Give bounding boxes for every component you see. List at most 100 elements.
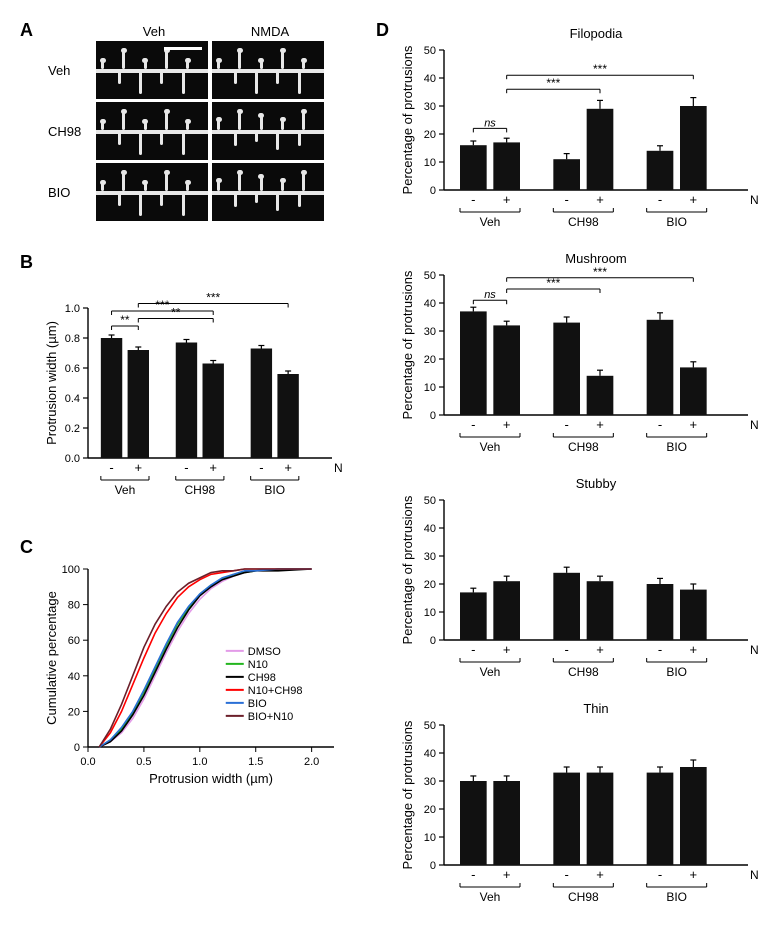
svg-text:+: + (503, 417, 511, 432)
svg-text:-: - (471, 192, 475, 207)
svg-text:-: - (471, 642, 475, 657)
svg-text:Percentage of protrusions: Percentage of protrusions (400, 270, 415, 419)
svg-text:+: + (596, 642, 604, 657)
svg-text:2.0: 2.0 (304, 756, 319, 768)
svg-text:10: 10 (424, 382, 436, 394)
svg-text:10: 10 (424, 832, 436, 844)
svg-text:***: *** (593, 265, 607, 279)
svg-text:+: + (503, 867, 511, 882)
svg-text:Percentage of protrusions: Percentage of protrusions (400, 45, 415, 194)
svg-text:50: 50 (424, 720, 436, 732)
svg-text:0.0: 0.0 (80, 756, 95, 768)
svg-text:+: + (690, 867, 698, 882)
svg-text:-: - (471, 417, 475, 432)
svg-text:CH98: CH98 (568, 440, 599, 454)
svg-text:***: *** (206, 291, 220, 305)
svg-text:+: + (690, 642, 698, 657)
svg-text:NMDA: NMDA (750, 193, 758, 207)
micro-rowlabel-1: CH98 (48, 124, 96, 139)
svg-text:40: 40 (68, 671, 80, 683)
svg-text:-: - (564, 642, 568, 657)
svg-text:-: - (184, 460, 188, 475)
svg-text:DMSO: DMSO (248, 646, 281, 658)
panelD-chart-2: 01020304050-+-+-+VehCH98BIONMDAPercentag… (398, 474, 768, 691)
svg-text:BIO: BIO (666, 215, 687, 229)
svg-text:+: + (135, 460, 143, 475)
svg-text:ns: ns (484, 117, 496, 129)
svg-text:N10+CH98: N10+CH98 (248, 685, 303, 697)
micro-cell-0-0 (96, 41, 208, 99)
micro-row-0: Veh (48, 41, 328, 99)
svg-text:0: 0 (430, 860, 436, 872)
panel-b-label: B (20, 252, 33, 273)
svg-text:NMDA: NMDA (334, 461, 342, 475)
micro-cell-0-1 (212, 41, 324, 99)
svg-text:+: + (503, 192, 511, 207)
svg-text:100: 100 (62, 564, 80, 576)
svg-text:+: + (209, 460, 217, 475)
svg-text:BIO: BIO (666, 440, 687, 454)
svg-text:BIO: BIO (666, 665, 687, 679)
svg-text:-: - (658, 192, 662, 207)
svg-text:Thin: Thin (583, 701, 608, 716)
barchart-svg: 01020304050-+-+-+VehCH98BIONMDAns******P… (398, 249, 758, 461)
svg-text:0: 0 (430, 635, 436, 647)
svg-text:Percentage of protrusions: Percentage of protrusions (400, 720, 415, 869)
svg-text:20: 20 (68, 706, 80, 718)
svg-text:Veh: Veh (480, 890, 501, 904)
svg-text:Veh: Veh (480, 665, 501, 679)
svg-text:1.0: 1.0 (65, 303, 80, 315)
svg-text:**: ** (171, 306, 181, 320)
svg-text:40: 40 (424, 298, 436, 310)
svg-text:Protrusion width (µm): Protrusion width (µm) (149, 771, 273, 786)
svg-text:-: - (658, 867, 662, 882)
svg-text:50: 50 (424, 45, 436, 57)
svg-text:0.6: 0.6 (65, 363, 80, 375)
svg-text:-: - (658, 417, 662, 432)
svg-text:**: ** (120, 313, 130, 327)
svg-text:20: 20 (424, 129, 436, 141)
panelC-svg: 0204060801000.00.51.01.52.0Cumulative pe… (42, 559, 342, 789)
svg-text:-: - (109, 460, 113, 475)
svg-text:***: *** (155, 298, 169, 312)
svg-text:CH98: CH98 (568, 890, 599, 904)
svg-text:40: 40 (424, 73, 436, 85)
svg-text:40: 40 (424, 523, 436, 535)
svg-text:20: 20 (424, 579, 436, 591)
svg-text:30: 30 (424, 101, 436, 113)
panelA-colhead-1: NMDA (212, 24, 328, 39)
svg-text:50: 50 (424, 270, 436, 282)
panel-b: B 0.00.20.40.60.81.0-+-+-+VehCH98BIONMDA… (20, 252, 360, 509)
svg-text:Veh: Veh (480, 440, 501, 454)
micro-cell-2-1 (212, 163, 324, 221)
svg-text:30: 30 (424, 776, 436, 788)
micro-row-1: CH98 (48, 102, 328, 160)
svg-text:-: - (658, 642, 662, 657)
panelD-chart-1: 01020304050-+-+-+VehCH98BIONMDAns******P… (398, 249, 768, 466)
panel-a: A Veh NMDA VehCH98BIO (20, 20, 360, 224)
svg-text:NMDA: NMDA (750, 868, 758, 882)
panel-d: D 01020304050-+-+-+VehCH98BIONMDAns*****… (376, 20, 768, 924)
svg-text:0: 0 (430, 185, 436, 197)
svg-text:60: 60 (68, 635, 80, 647)
svg-text:***: *** (593, 62, 607, 76)
svg-text:NMDA: NMDA (750, 418, 758, 432)
svg-text:20: 20 (424, 804, 436, 816)
panel-a-label: A (20, 20, 33, 41)
svg-text:-: - (564, 192, 568, 207)
svg-text:Filopodia: Filopodia (570, 26, 624, 41)
panel-c-label: C (20, 537, 33, 558)
svg-text:Stubby: Stubby (576, 476, 617, 491)
svg-text:0: 0 (430, 410, 436, 422)
svg-text:BIO+N10: BIO+N10 (248, 711, 294, 723)
svg-text:80: 80 (68, 600, 80, 612)
svg-text:Percentage of protrusions: Percentage of protrusions (400, 495, 415, 644)
micro-row-2: BIO (48, 163, 328, 221)
svg-text:20: 20 (424, 354, 436, 366)
micro-rowlabel-2: BIO (48, 185, 96, 200)
svg-text:-: - (564, 417, 568, 432)
barchart-svg: 01020304050-+-+-+VehCH98BIONMDAPercentag… (398, 474, 758, 686)
svg-text:+: + (503, 642, 511, 657)
barchart-svg: 0.00.20.40.60.81.0-+-+-+VehCH98BIONMDA**… (42, 274, 342, 504)
svg-text:50: 50 (424, 495, 436, 507)
